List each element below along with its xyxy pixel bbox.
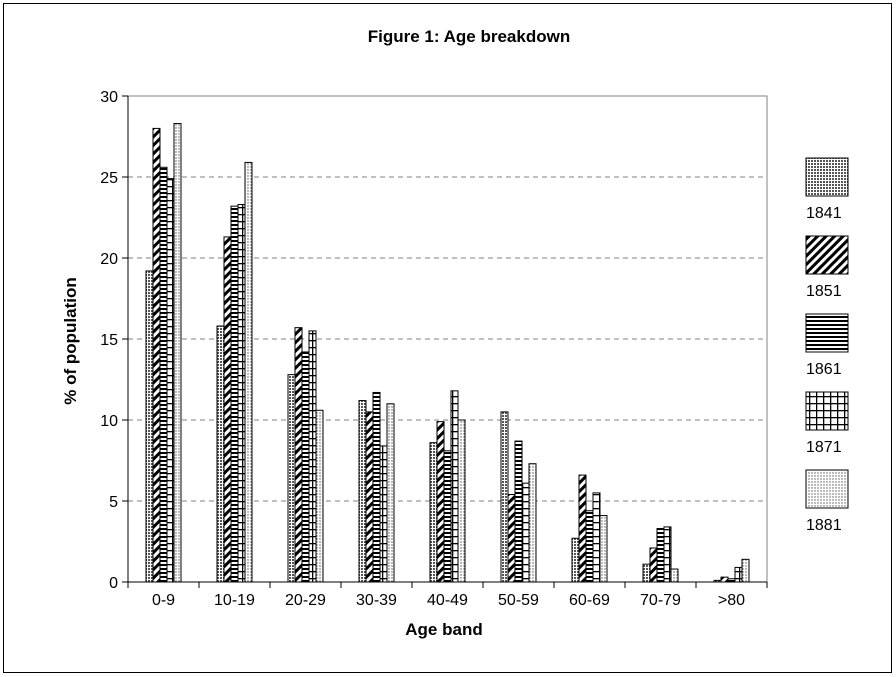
legend-swatch-1881 xyxy=(805,469,849,509)
bar-1861-3 xyxy=(372,391,381,583)
x-tick-label-1: 10-19 xyxy=(214,592,255,609)
bar-1871-2 xyxy=(308,330,317,583)
bar-1871-5 xyxy=(521,482,530,583)
bar-1881-4 xyxy=(457,419,466,583)
bar-1861-1 xyxy=(230,205,239,583)
bar-1841-3 xyxy=(358,400,367,583)
legend-label-1841: 1841 xyxy=(806,205,842,222)
y-axis-title: % of population xyxy=(61,277,80,404)
bar-1881-8 xyxy=(741,558,750,583)
legend: 1841 1851 1861 1871 1881 xyxy=(805,157,849,534)
bar-1851-7 xyxy=(649,547,658,583)
bar-1881-0 xyxy=(173,123,182,583)
bar-1871-3 xyxy=(379,445,388,583)
bar-1871-0 xyxy=(166,178,175,583)
x-tick-label-5: 50-59 xyxy=(498,592,539,609)
bar-1851-5 xyxy=(507,494,516,583)
bar-1881-7 xyxy=(670,568,679,583)
bars xyxy=(145,123,750,583)
bar-1851-0 xyxy=(152,127,161,583)
x-tick-label-7: 70-79 xyxy=(640,592,681,609)
bar-1871-7 xyxy=(663,526,672,583)
legend-label-1881: 1881 xyxy=(806,517,842,534)
bar-1851-2 xyxy=(294,327,303,583)
legend-swatch-1871 xyxy=(805,391,849,431)
bar-1861-6 xyxy=(585,510,594,583)
legend-label-1861: 1861 xyxy=(806,361,842,378)
y-tick-label-0: 0 xyxy=(109,575,118,592)
bar-1851-3 xyxy=(365,411,374,583)
bar-1881-2 xyxy=(315,409,324,583)
x-tick-label-0: 0-9 xyxy=(152,592,175,609)
bar-1871-6 xyxy=(592,492,601,583)
x-tick-label-3: 30-39 xyxy=(356,592,397,609)
bar-1841-5 xyxy=(500,411,509,583)
legend-label-1871: 1871 xyxy=(806,439,842,456)
chart-title: Figure 1: Age breakdown xyxy=(368,27,570,46)
chart: Figure 1: Age breakdown 0 5 10 15 20 25 30 0-9… xyxy=(61,27,849,639)
bar-1851-4 xyxy=(436,421,445,583)
y-tick-label-2: 10 xyxy=(100,413,118,430)
bar-1841-2 xyxy=(287,374,296,583)
legend-swatch-1851 xyxy=(805,235,849,275)
bar-1881-3 xyxy=(386,403,395,583)
bar-1861-7 xyxy=(656,528,665,583)
y-axis-ticks: 0 5 10 15 20 25 30 xyxy=(100,89,128,592)
legend-swatch-1861 xyxy=(805,313,849,353)
bar-1871-8 xyxy=(734,566,743,583)
x-axis-ticks: 0-9 10-19 20-29 30-39 40-49 50-59 60-69 70-79 >8… xyxy=(127,582,768,609)
bar-1851-6 xyxy=(578,474,587,583)
bar-1861-2 xyxy=(301,351,310,583)
legend-label-1851: 1851 xyxy=(806,283,842,300)
x-tick-label-4: 40-49 xyxy=(427,592,468,609)
bar-1881-5 xyxy=(528,463,537,583)
bar-1881-1 xyxy=(244,161,253,583)
bar-1851-8 xyxy=(720,576,729,583)
y-tick-label-4: 20 xyxy=(100,251,118,268)
x-tick-label-8: >80 xyxy=(718,592,745,609)
bar-1841-0 xyxy=(145,270,154,583)
y-tick-label-3: 15 xyxy=(100,332,118,349)
x-axis-title: Age band xyxy=(405,620,482,639)
bar-1871-1 xyxy=(237,204,246,583)
x-tick-label-6: 60-69 xyxy=(569,592,610,609)
bar-1861-5 xyxy=(514,440,523,583)
bar-1841-1 xyxy=(216,325,225,583)
y-tick-label-6: 30 xyxy=(100,89,118,106)
y-tick-label-1: 5 xyxy=(109,494,118,511)
bar-1871-4 xyxy=(450,390,459,583)
bar-1861-0 xyxy=(159,166,168,583)
legend-swatch-1841 xyxy=(805,157,849,197)
bar-1841-7 xyxy=(642,563,651,583)
y-tick-label-5: 25 xyxy=(100,170,118,187)
bar-1851-1 xyxy=(223,236,232,583)
x-tick-label-2: 20-29 xyxy=(285,592,326,609)
bar-1841-6 xyxy=(571,537,580,583)
bar-1881-6 xyxy=(599,515,608,583)
bar-1841-4 xyxy=(429,442,438,583)
bar-1861-4 xyxy=(443,450,452,583)
chart-frame: Figure 1: Age breakdown 0 5 10 15 20 25 30 0-9… xyxy=(3,3,892,673)
